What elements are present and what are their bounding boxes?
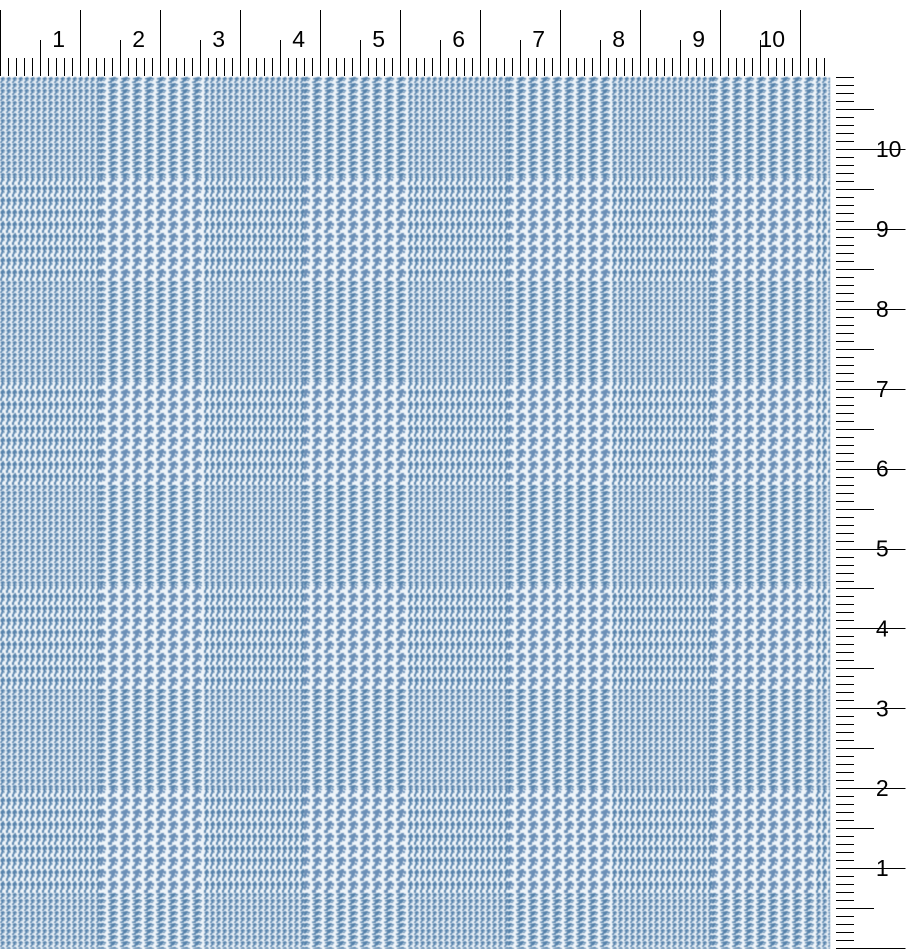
svg-text:3: 3 bbox=[876, 695, 889, 721]
svg-text:7: 7 bbox=[532, 26, 545, 52]
svg-text:6: 6 bbox=[876, 456, 889, 482]
svg-text:6: 6 bbox=[452, 26, 465, 52]
svg-text:2: 2 bbox=[132, 26, 145, 52]
svg-text:9: 9 bbox=[692, 26, 705, 52]
svg-text:2: 2 bbox=[876, 775, 889, 801]
svg-text:10: 10 bbox=[759, 26, 785, 52]
svg-text:9: 9 bbox=[876, 216, 889, 242]
svg-text:8: 8 bbox=[876, 296, 889, 322]
svg-text:3: 3 bbox=[212, 26, 225, 52]
svg-text:1: 1 bbox=[52, 26, 65, 52]
svg-text:4: 4 bbox=[876, 615, 889, 641]
svg-text:10: 10 bbox=[876, 136, 902, 162]
svg-text:5: 5 bbox=[372, 26, 385, 52]
svg-text:5: 5 bbox=[876, 536, 889, 562]
svg-text:1: 1 bbox=[876, 855, 889, 881]
svg-text:4: 4 bbox=[292, 26, 305, 52]
svg-text:7: 7 bbox=[876, 376, 889, 402]
svg-text:8: 8 bbox=[612, 26, 625, 52]
